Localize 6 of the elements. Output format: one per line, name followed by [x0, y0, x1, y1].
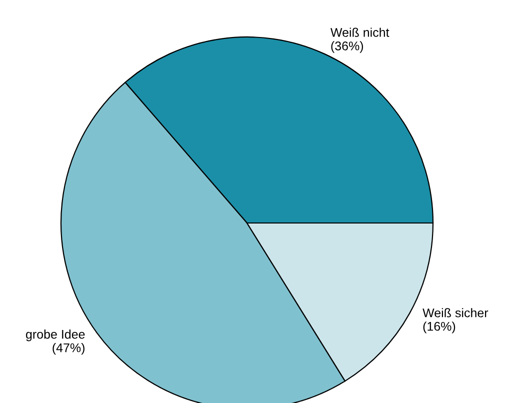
- slice-label: grobe Idee: [26, 330, 85, 342]
- slice-label: Weiß sicher: [422, 308, 488, 318]
- slice-label: Weiß nicht: [330, 28, 390, 37]
- data-label: (36%): [331, 41, 364, 53]
- data-label: (47%): [52, 343, 84, 355]
- data-label: (16%): [423, 322, 456, 334]
